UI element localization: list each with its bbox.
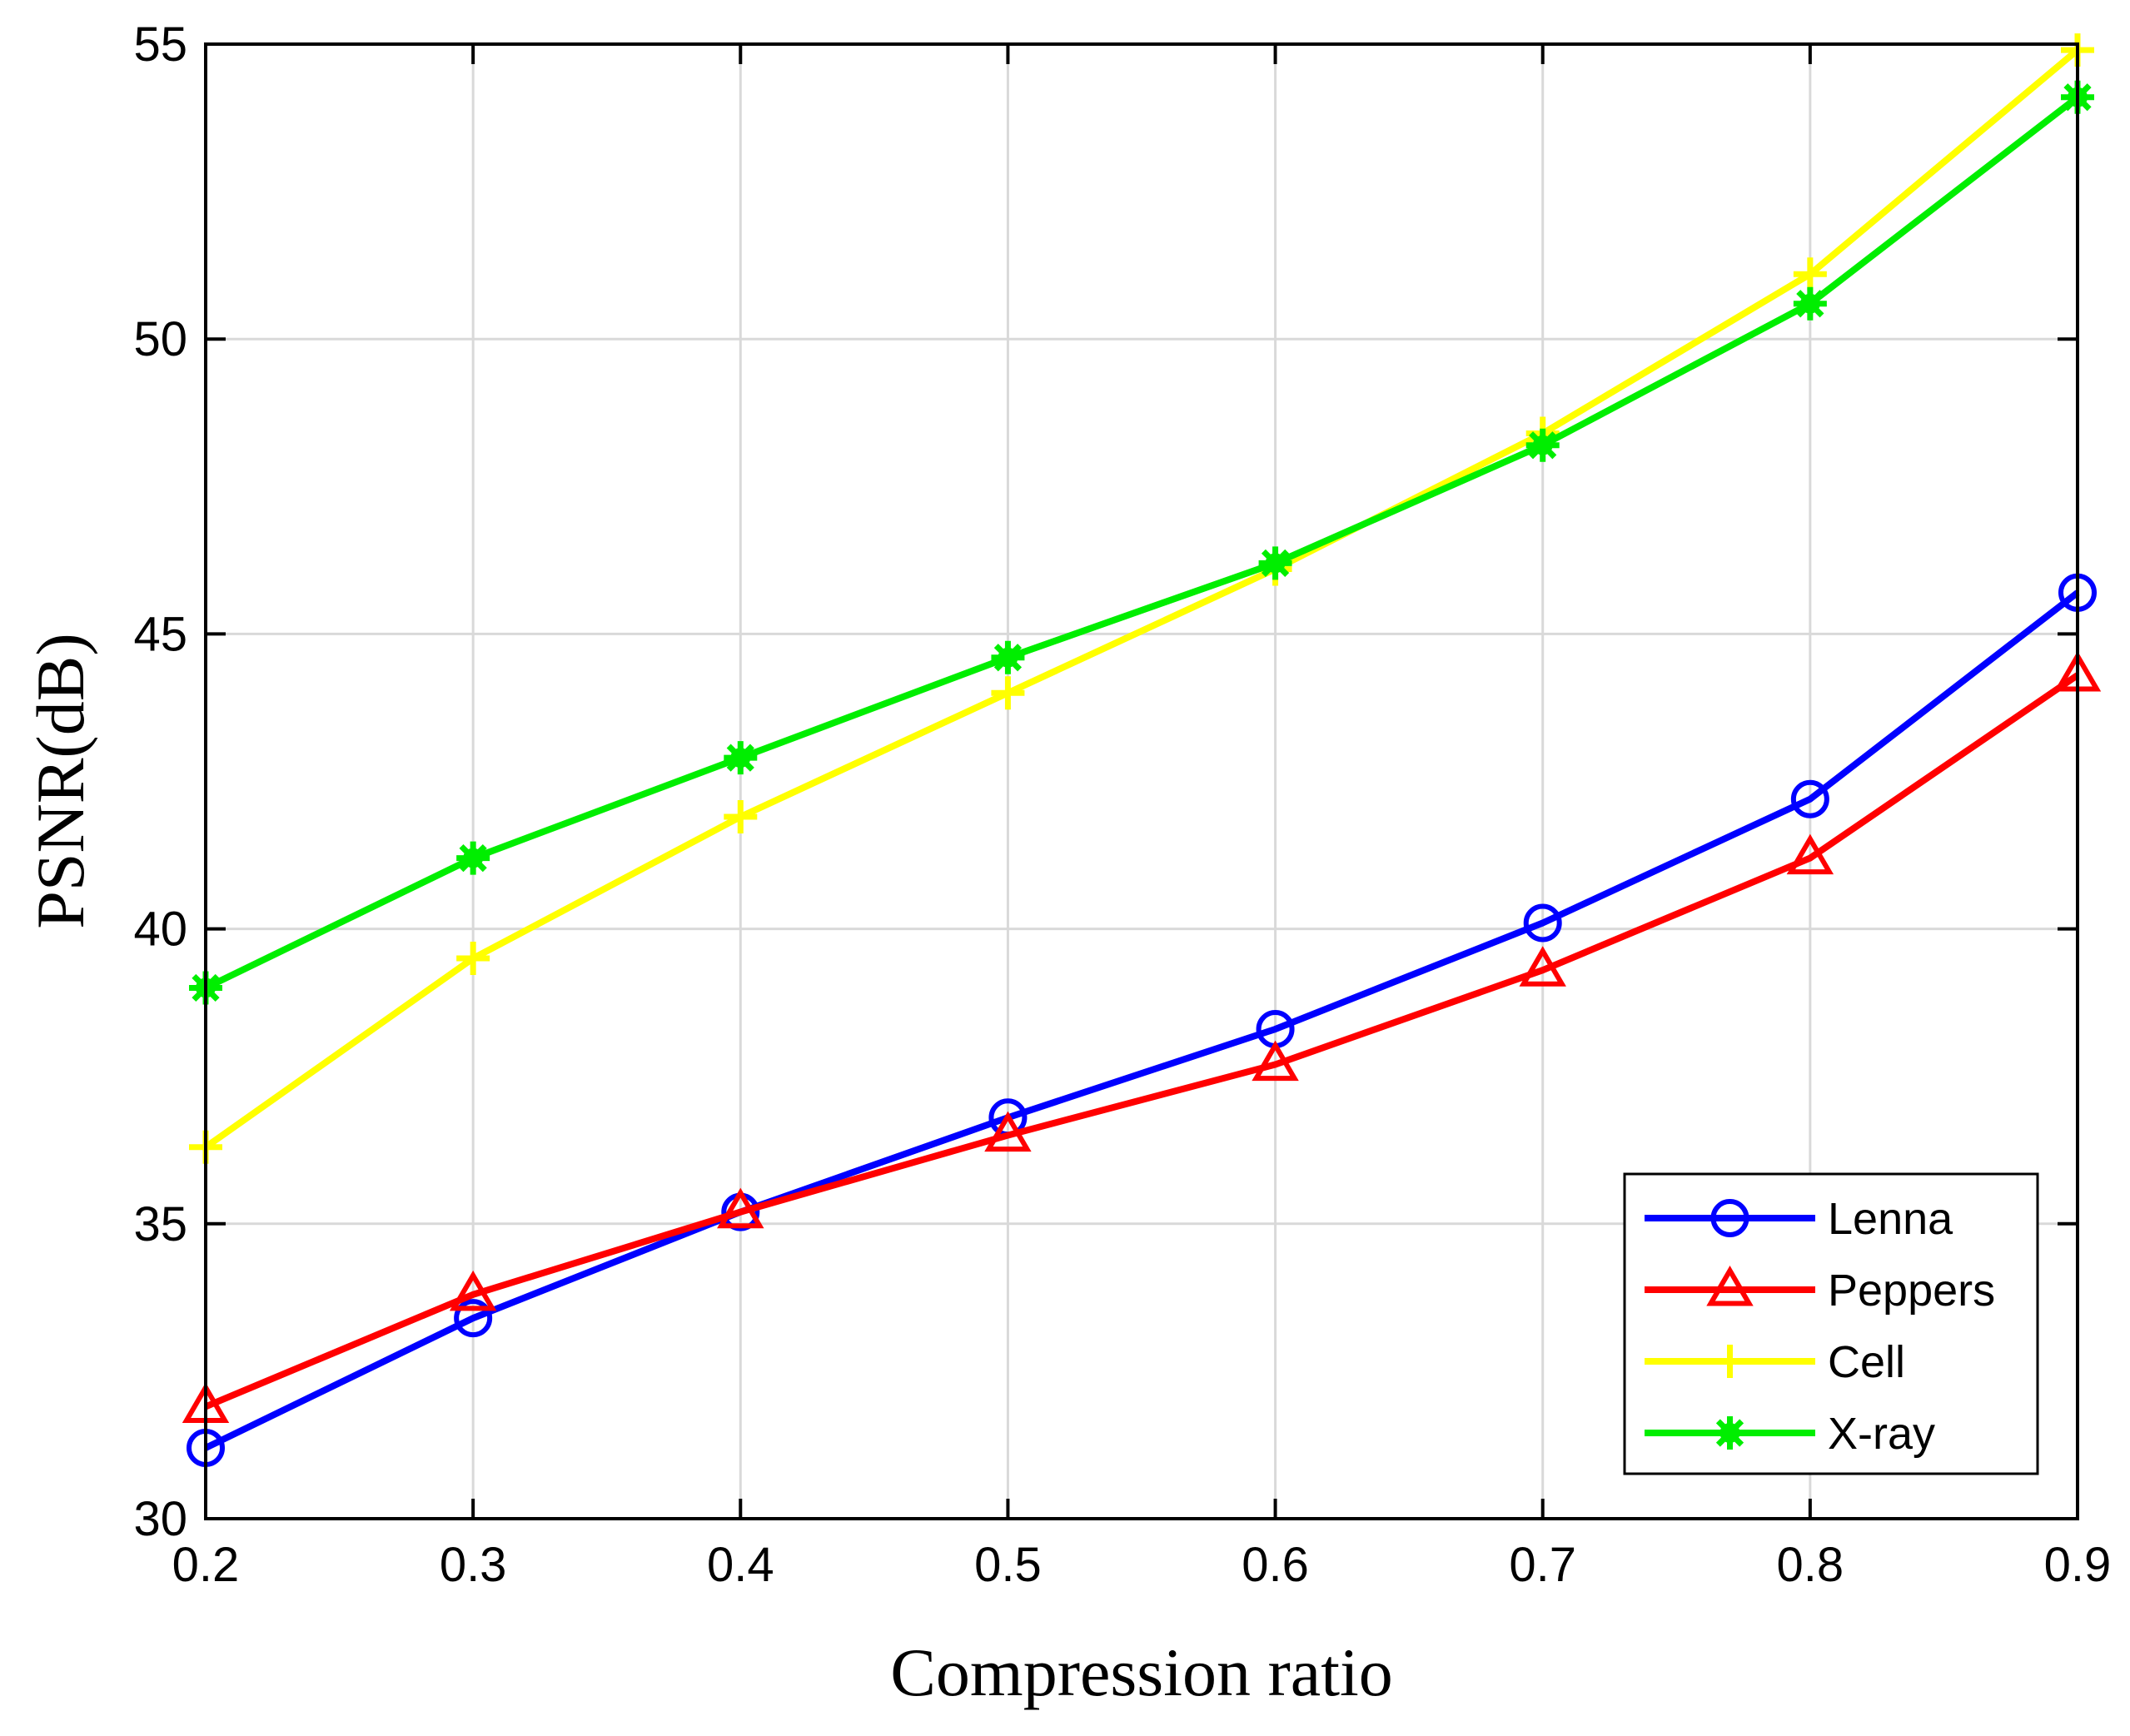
- legend-item-peppers: Peppers: [1645, 1266, 1995, 1316]
- series-layer: [182, 33, 2102, 1467]
- marker-star: [1713, 1416, 1747, 1450]
- marker-plus: [991, 676, 1025, 710]
- marker-triangle: [1786, 833, 1834, 875]
- legend-label: Peppers: [1828, 1266, 1995, 1316]
- legend-box: [1623, 1172, 2039, 1475]
- marker-star: [456, 841, 490, 875]
- series-line-x-ray: [204, 94, 2080, 992]
- legend-item-cell: Cell: [1645, 1337, 1905, 1387]
- y-tick-label: 35: [133, 1197, 187, 1251]
- x-tick-label: 0.7: [1509, 1538, 1576, 1592]
- marker-triangle: [1252, 1040, 1299, 1082]
- series-line-peppers: [204, 672, 2080, 1410]
- marker-circle: [454, 1299, 493, 1338]
- plot-frame: [204, 42, 2079, 1520]
- marker-triangle: [984, 1111, 1032, 1152]
- y-axis-title: PSNR(dB): [22, 633, 98, 928]
- marker-triangle: [1706, 1266, 1754, 1306]
- x-tick-label: 0.6: [1242, 1538, 1309, 1592]
- series-line-cell: [203, 47, 2080, 1150]
- marker-star: [1793, 286, 1827, 321]
- y-tick-label: 40: [133, 903, 187, 957]
- y-tick-label: 55: [133, 17, 187, 72]
- y-tick-label: 50: [133, 312, 187, 366]
- series-line-lenna: [204, 589, 2080, 1451]
- axis-ticks: 0.2 0.3 0.4 0.5 0.6 0.7 0.8 0.9 30 35 40 45 50 55: [133, 17, 2111, 1592]
- x-tick-label: 0.9: [2044, 1538, 2112, 1592]
- y-tick-label: 30: [133, 1492, 187, 1546]
- legend: Lenna Peppers Cell X-ray: [1623, 1172, 2039, 1475]
- marker-triangle: [1519, 946, 1566, 987]
- marker-star: [991, 640, 1025, 674]
- legend-label: Cell: [1828, 1337, 1905, 1387]
- marker-circle: [1523, 903, 1562, 943]
- marker-circle: [1710, 1199, 1749, 1237]
- marker-star: [724, 741, 758, 775]
- legend-label: Lenna: [1828, 1194, 1953, 1244]
- legend-label: X-ray: [1828, 1409, 1935, 1459]
- x-axis-title: Compression ratio: [890, 1634, 1393, 1710]
- marker-star: [1258, 546, 1292, 580]
- marker-circle: [1790, 779, 1829, 818]
- marker-plus: [456, 942, 490, 976]
- x-tick-label: 0.8: [1777, 1538, 1844, 1592]
- marker-star: [1525, 428, 1560, 462]
- marker-plus: [1713, 1345, 1747, 1378]
- y-tick-label: 45: [133, 607, 187, 661]
- marker-plus: [1793, 257, 1827, 291]
- x-tick-label: 0.3: [440, 1538, 507, 1592]
- legend-item-x-ray: X-ray: [1645, 1409, 1935, 1459]
- x-tick-label: 0.2: [172, 1538, 240, 1592]
- legend-item-lenna: Lenna: [1645, 1194, 1953, 1244]
- x-tick-label: 0.5: [974, 1538, 1042, 1592]
- marker-triangle: [717, 1187, 764, 1229]
- marker-triangle: [449, 1270, 497, 1311]
- marker-plus: [724, 800, 758, 833]
- x-tick-label: 0.4: [707, 1538, 774, 1592]
